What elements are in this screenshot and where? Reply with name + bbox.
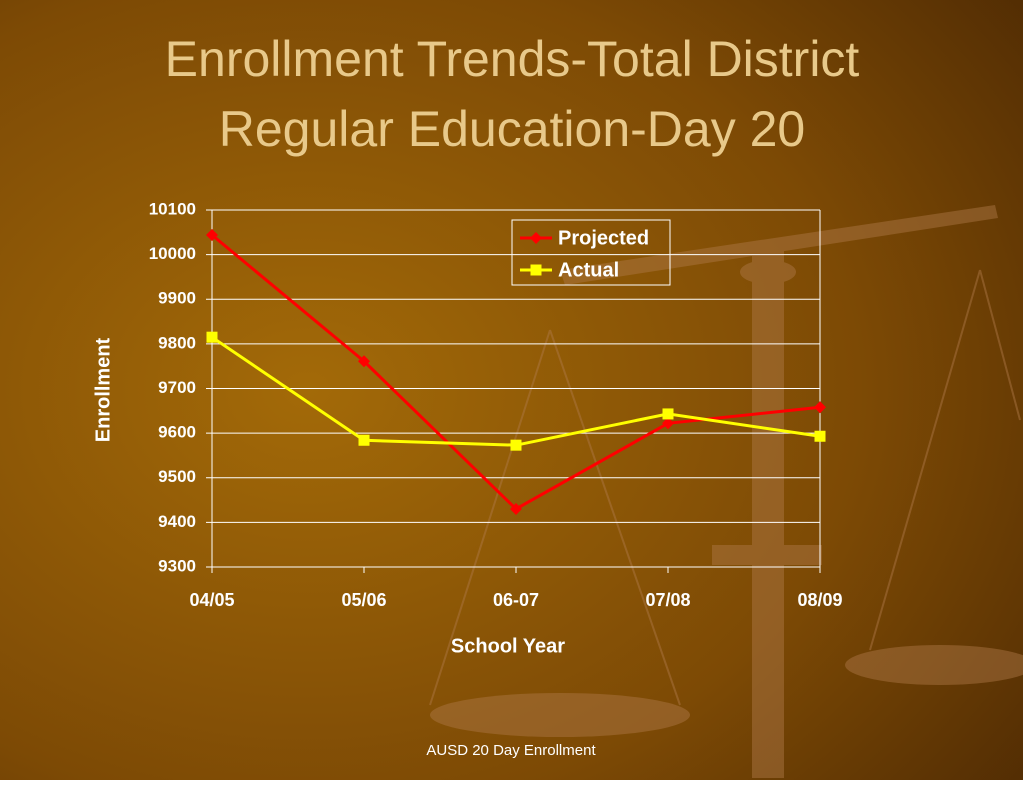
point <box>530 232 542 244</box>
y-tick-label: 10100 <box>149 199 196 218</box>
point <box>530 264 542 276</box>
point <box>662 408 674 420</box>
point <box>662 417 674 430</box>
y-tick-label: 9800 <box>158 333 196 352</box>
y-tick-label: 9400 <box>158 512 196 531</box>
point <box>510 502 522 515</box>
x-tick-label: 06-07 <box>493 590 539 610</box>
y-tick-label: 9700 <box>158 378 196 397</box>
point <box>358 434 370 446</box>
legend-label: Actual <box>558 259 619 281</box>
y-tick-label: 9900 <box>158 289 196 308</box>
y-axis-label: Enrollment <box>92 337 114 442</box>
title-line: Regular Education-Day 20 <box>219 101 805 157</box>
y-tick-label: 9300 <box>158 556 196 575</box>
point <box>206 228 218 241</box>
point <box>358 355 370 368</box>
y-tick-label: 9500 <box>158 467 196 486</box>
legend-label: Projected <box>558 227 649 249</box>
x-tick-label: 05/06 <box>341 590 386 610</box>
y-tick-label: 10000 <box>149 244 196 263</box>
x-tick-label: 04/05 <box>189 590 234 610</box>
x-axis-label: School Year <box>451 635 565 657</box>
y-tick-label: 9600 <box>158 423 196 442</box>
point <box>814 401 826 414</box>
point <box>206 331 218 343</box>
title-line: Enrollment Trends-Total District <box>165 31 860 87</box>
point <box>814 430 826 442</box>
x-tick-label: 07/08 <box>645 590 690 610</box>
footer: AUSD 20 Day Enrollment <box>426 742 596 759</box>
legend-box <box>511 219 671 286</box>
point <box>510 439 522 451</box>
x-tick-label: 08/09 <box>797 590 842 610</box>
